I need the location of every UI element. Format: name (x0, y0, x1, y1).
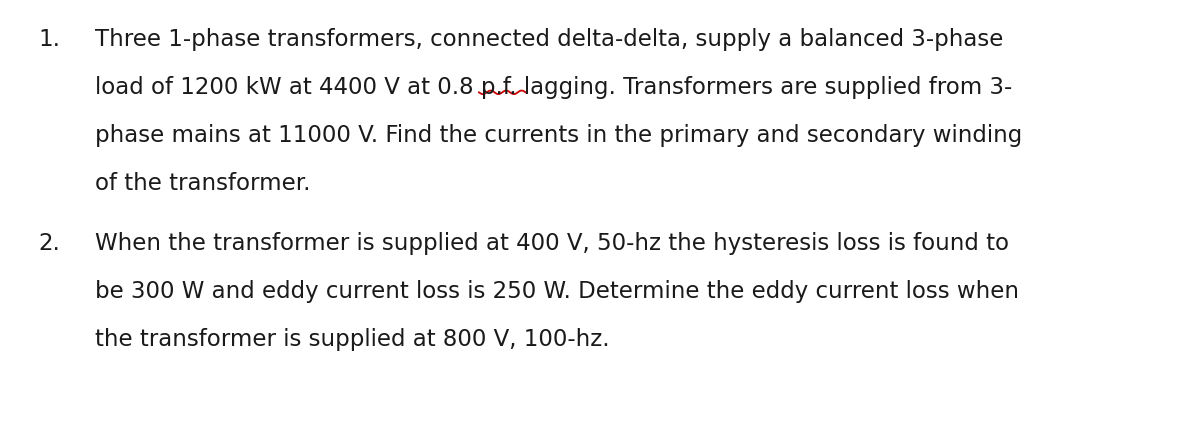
Text: 2.: 2. (38, 231, 60, 254)
Text: phase mains at 11000 V. Find the currents in the primary and secondary winding: phase mains at 11000 V. Find the current… (95, 124, 1022, 147)
Text: When the transformer is supplied at 400 V, 50-hz the hysteresis loss is found to: When the transformer is supplied at 400 … (95, 231, 1009, 254)
Text: of the transformer.: of the transformer. (95, 172, 311, 195)
Text: Three 1-phase transformers, connected delta-delta, supply a balanced 3-phase: Three 1-phase transformers, connected de… (95, 28, 1003, 51)
Text: the transformer is supplied at 800 V, 100-hz.: the transformer is supplied at 800 V, 10… (95, 327, 610, 350)
Text: load of 1200 kW at 4400 V at 0.8 p.f. lagging. Transformers are supplied from 3-: load of 1200 kW at 4400 V at 0.8 p.f. la… (95, 76, 1013, 99)
Text: 1.: 1. (38, 28, 60, 51)
Text: be 300 W and eddy current loss is 250 W. Determine the eddy current loss when: be 300 W and eddy current loss is 250 W.… (95, 279, 1019, 302)
